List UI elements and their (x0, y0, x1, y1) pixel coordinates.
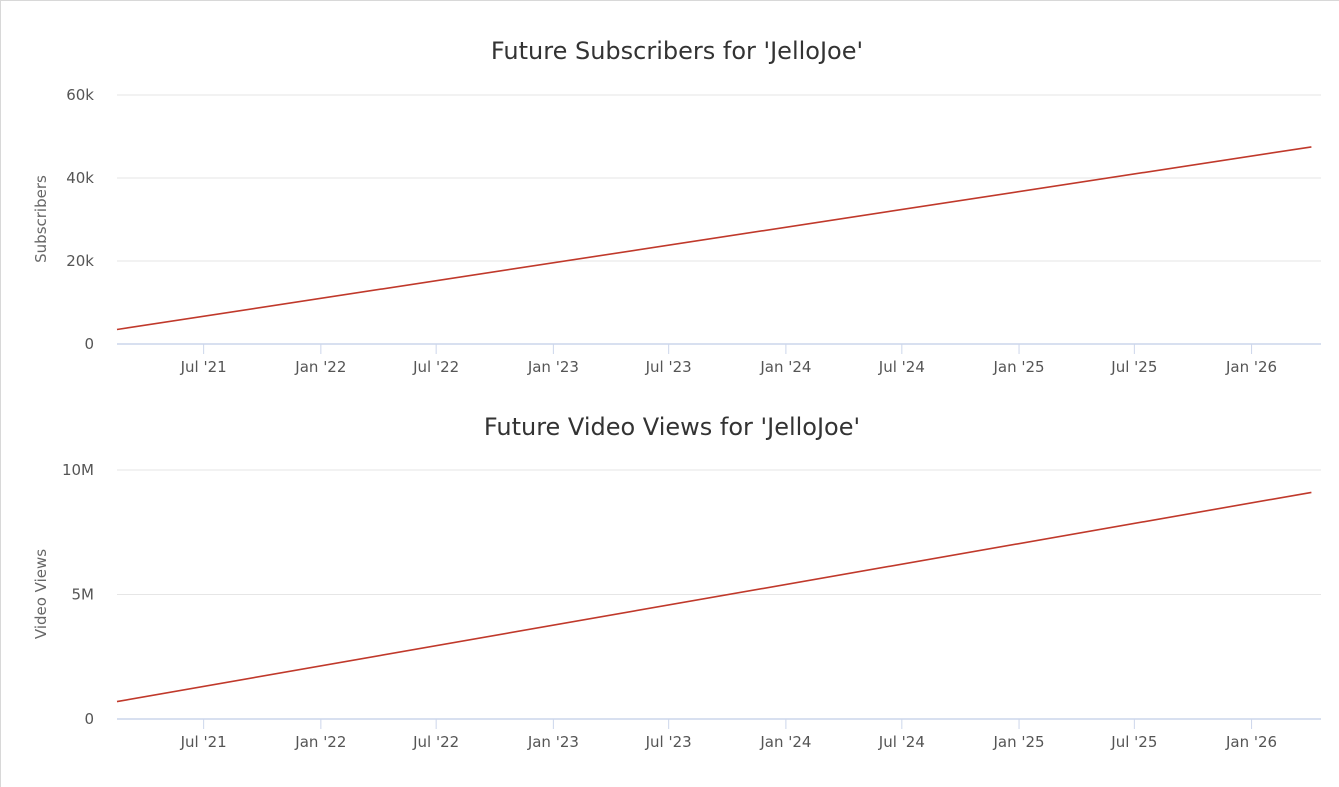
y-tick-label: 20k (66, 252, 94, 270)
series-lines (116, 491, 1312, 703)
y-tick-label: 10M (62, 461, 94, 479)
x-tick-label: Jan '23 (527, 733, 579, 751)
x-tick-label: Jul '23 (645, 733, 692, 751)
video-views-chart: Future Video Views for 'JelloJoe' Video … (32, 413, 1321, 751)
x-tick-label: Jul '21 (180, 733, 227, 751)
chart-title: Future Subscribers for 'JelloJoe' (491, 37, 863, 65)
y-tick-labels: 0 5M 10M (62, 461, 94, 728)
x-tick-labels: Jul '21 Jan '22 Jul '22 Jan '23 Jul '23 Jan '… (180, 344, 1277, 376)
grid-lines (117, 469, 1321, 720)
x-tick-label: Jul '24 (878, 733, 925, 751)
chart-title: Future Video Views for 'JelloJoe' (484, 413, 860, 441)
x-tick-label: Jul '23 (645, 358, 692, 376)
x-tick-label: Jul '21 (180, 358, 227, 376)
y-tick-label: 60k (66, 86, 94, 104)
x-tick-label: Jan '22 (294, 358, 346, 376)
y-tick-label: 5M (72, 586, 95, 604)
x-tick-label: Jan '22 (294, 733, 346, 751)
y-tick-label: 0 (84, 335, 94, 353)
x-tick-label: Jul '22 (412, 358, 459, 376)
grid-lines (117, 94, 1321, 345)
y-tick-labels: 0 20k 40k 60k (66, 86, 94, 353)
x-tick-label: Jan '26 (1225, 733, 1277, 751)
subscribers-chart: Future Subscribers for 'JelloJoe' Subscr… (32, 37, 1321, 376)
x-tick-label: Jul '25 (1110, 358, 1157, 376)
y-tick-label: 0 (84, 710, 94, 728)
series-line (116, 146, 1312, 331)
x-tick-label: Jan '23 (527, 358, 579, 376)
x-tick-label: Jan '26 (1225, 358, 1277, 376)
series-lines (116, 146, 1312, 331)
series-line (116, 491, 1312, 703)
x-tick-label: Jan '24 (759, 733, 811, 751)
x-tick-label: Jul '25 (1110, 733, 1157, 751)
y-axis-label: Subscribers (32, 175, 50, 263)
y-tick-label: 40k (66, 169, 94, 187)
y-axis-label: Video Views (32, 549, 50, 639)
x-tick-label: Jul '22 (412, 733, 459, 751)
x-tick-label: Jul '24 (878, 358, 925, 376)
x-tick-labels: Jul '21 Jan '22 Jul '22 Jan '23 Jul '23 Jan '… (180, 719, 1277, 751)
x-tick-label: Jan '25 (992, 733, 1044, 751)
x-tick-label: Jan '24 (759, 358, 811, 376)
x-tick-label: Jan '25 (992, 358, 1044, 376)
